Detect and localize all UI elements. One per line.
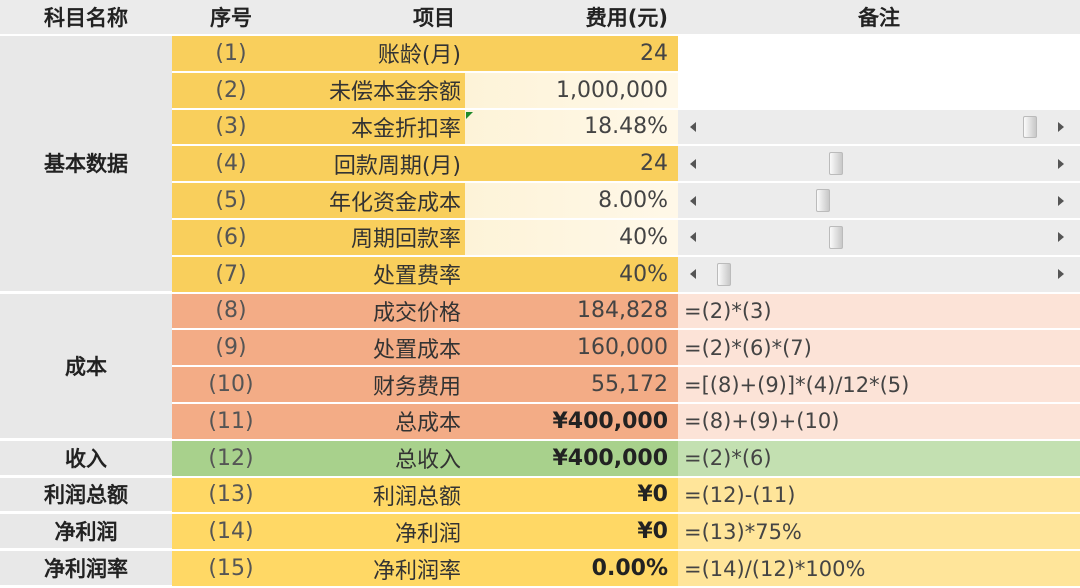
row-note[interactable]: =[(8)+(9)]*(4)/12*(5) bbox=[678, 367, 1080, 404]
header-seq: 序号 bbox=[172, 0, 290, 36]
row-note[interactable]: =(12)-(11) bbox=[678, 477, 1080, 515]
row-note[interactable]: =(2)*(6)*(7) bbox=[678, 330, 1080, 368]
row-item[interactable]: 年化资金成本 bbox=[290, 183, 465, 220]
row-seq[interactable]: (1) bbox=[172, 36, 290, 73]
row-seq[interactable]: (12) bbox=[172, 440, 290, 478]
section-label[interactable]: 基本数据 bbox=[0, 36, 172, 294]
row-note[interactable]: =(2)*(6) bbox=[678, 440, 1080, 478]
scrollbar-slider[interactable] bbox=[678, 219, 1080, 257]
row-value[interactable]: 18.48% bbox=[465, 109, 678, 147]
scrollbar-slider[interactable] bbox=[678, 256, 1080, 294]
row-seq[interactable]: (15) bbox=[172, 551, 290, 588]
row-note-empty[interactable] bbox=[678, 72, 1080, 110]
scroll-right-arrow-icon[interactable] bbox=[1058, 269, 1064, 280]
row-value[interactable]: ¥0 bbox=[465, 514, 678, 552]
row-seq[interactable]: (9) bbox=[172, 330, 290, 368]
row-seq[interactable]: (5) bbox=[172, 183, 290, 220]
row-item[interactable]: 回款周期(月) bbox=[290, 146, 465, 184]
cell-comment-indicator bbox=[466, 112, 473, 119]
scrollbar-slider[interactable] bbox=[678, 183, 1080, 220]
row-item[interactable]: 净利润 bbox=[290, 514, 465, 552]
scroll-left-arrow-icon[interactable] bbox=[690, 232, 696, 243]
row-value[interactable]: 0.00% bbox=[465, 551, 678, 588]
row-value[interactable]: 160,000 bbox=[465, 330, 678, 368]
row-seq[interactable]: (11) bbox=[172, 403, 290, 441]
row-item[interactable]: 净利润率 bbox=[290, 551, 465, 588]
header-subject: 科目名称 bbox=[0, 0, 172, 36]
row-item[interactable]: 处置费率 bbox=[290, 256, 465, 294]
header-note: 备注 bbox=[678, 0, 1080, 36]
row-item[interactable]: 成交价格 bbox=[290, 293, 465, 331]
row-seq[interactable]: (8) bbox=[172, 293, 290, 331]
row-note-empty[interactable] bbox=[678, 36, 1080, 73]
row-seq[interactable]: (3) bbox=[172, 109, 290, 147]
section-label[interactable]: 成本 bbox=[0, 293, 172, 441]
section-label[interactable]: 利润总额 bbox=[0, 477, 172, 515]
row-note[interactable]: =(13)*75% bbox=[678, 514, 1080, 552]
scroll-left-arrow-icon[interactable] bbox=[690, 195, 696, 206]
scrollbar-thumb[interactable] bbox=[829, 152, 844, 176]
scrollbar-thumb[interactable] bbox=[1023, 115, 1037, 139]
scroll-right-arrow-icon[interactable] bbox=[1058, 121, 1064, 132]
row-value[interactable]: ¥400,000 bbox=[465, 440, 678, 478]
row-value[interactable]: 1,000,000 bbox=[465, 72, 678, 110]
row-seq[interactable]: (7) bbox=[172, 256, 290, 294]
row-value[interactable]: 40% bbox=[465, 219, 678, 257]
row-seq[interactable]: (14) bbox=[172, 514, 290, 552]
row-item[interactable]: 处置成本 bbox=[290, 330, 465, 368]
scrollbar-thumb[interactable] bbox=[815, 189, 830, 212]
row-value[interactable]: ¥400,000 bbox=[465, 403, 678, 441]
row-item[interactable]: 总成本 bbox=[290, 403, 465, 441]
scroll-left-arrow-icon[interactable] bbox=[690, 158, 696, 169]
row-item[interactable]: 账龄(月) bbox=[290, 36, 465, 73]
row-note[interactable]: =(14)/(12)*100% bbox=[678, 551, 1080, 588]
scroll-right-arrow-icon[interactable] bbox=[1058, 158, 1064, 169]
row-seq[interactable]: (2) bbox=[172, 72, 290, 110]
row-item[interactable]: 周期回款率 bbox=[290, 219, 465, 257]
row-item[interactable]: 总收入 bbox=[290, 440, 465, 478]
scrollbar-slider[interactable] bbox=[678, 109, 1080, 147]
section-label[interactable]: 净利润 bbox=[0, 514, 172, 552]
row-value[interactable]: 8.00% bbox=[465, 183, 678, 220]
row-seq[interactable]: (13) bbox=[172, 477, 290, 515]
scrollbar-thumb[interactable] bbox=[717, 262, 731, 286]
scroll-left-arrow-icon[interactable] bbox=[690, 269, 696, 280]
row-value[interactable]: 55,172 bbox=[465, 367, 678, 404]
scroll-left-arrow-icon[interactable] bbox=[690, 121, 696, 132]
scrollbar-slider[interactable] bbox=[678, 146, 1080, 184]
row-value[interactable]: 24 bbox=[465, 36, 678, 73]
row-seq[interactable]: (6) bbox=[172, 219, 290, 257]
row-value[interactable]: 184,828 bbox=[465, 293, 678, 331]
row-value[interactable]: 40% bbox=[465, 256, 678, 294]
section-label[interactable]: 收入 bbox=[0, 440, 172, 478]
row-item[interactable]: 利润总额 bbox=[290, 477, 465, 515]
header-item: 项目 bbox=[290, 0, 465, 36]
scroll-right-arrow-icon[interactable] bbox=[1058, 195, 1064, 206]
scroll-right-arrow-icon[interactable] bbox=[1058, 232, 1064, 243]
row-seq[interactable]: (4) bbox=[172, 146, 290, 184]
row-item[interactable]: 未偿本金余额 bbox=[290, 72, 465, 110]
row-value[interactable]: 24 bbox=[465, 146, 678, 184]
row-item[interactable]: 本金折扣率 bbox=[290, 109, 465, 147]
row-item[interactable]: 财务费用 bbox=[290, 367, 465, 404]
row-value[interactable]: ¥0 bbox=[465, 477, 678, 515]
section-label[interactable]: 净利润率 bbox=[0, 551, 172, 588]
scrollbar-thumb[interactable] bbox=[829, 225, 844, 249]
row-seq[interactable]: (10) bbox=[172, 367, 290, 404]
row-note[interactable]: =(8)+(9)+(10) bbox=[678, 403, 1080, 441]
row-note[interactable]: =(2)*(3) bbox=[678, 293, 1080, 331]
header-cost: 费用(元) bbox=[465, 0, 678, 36]
